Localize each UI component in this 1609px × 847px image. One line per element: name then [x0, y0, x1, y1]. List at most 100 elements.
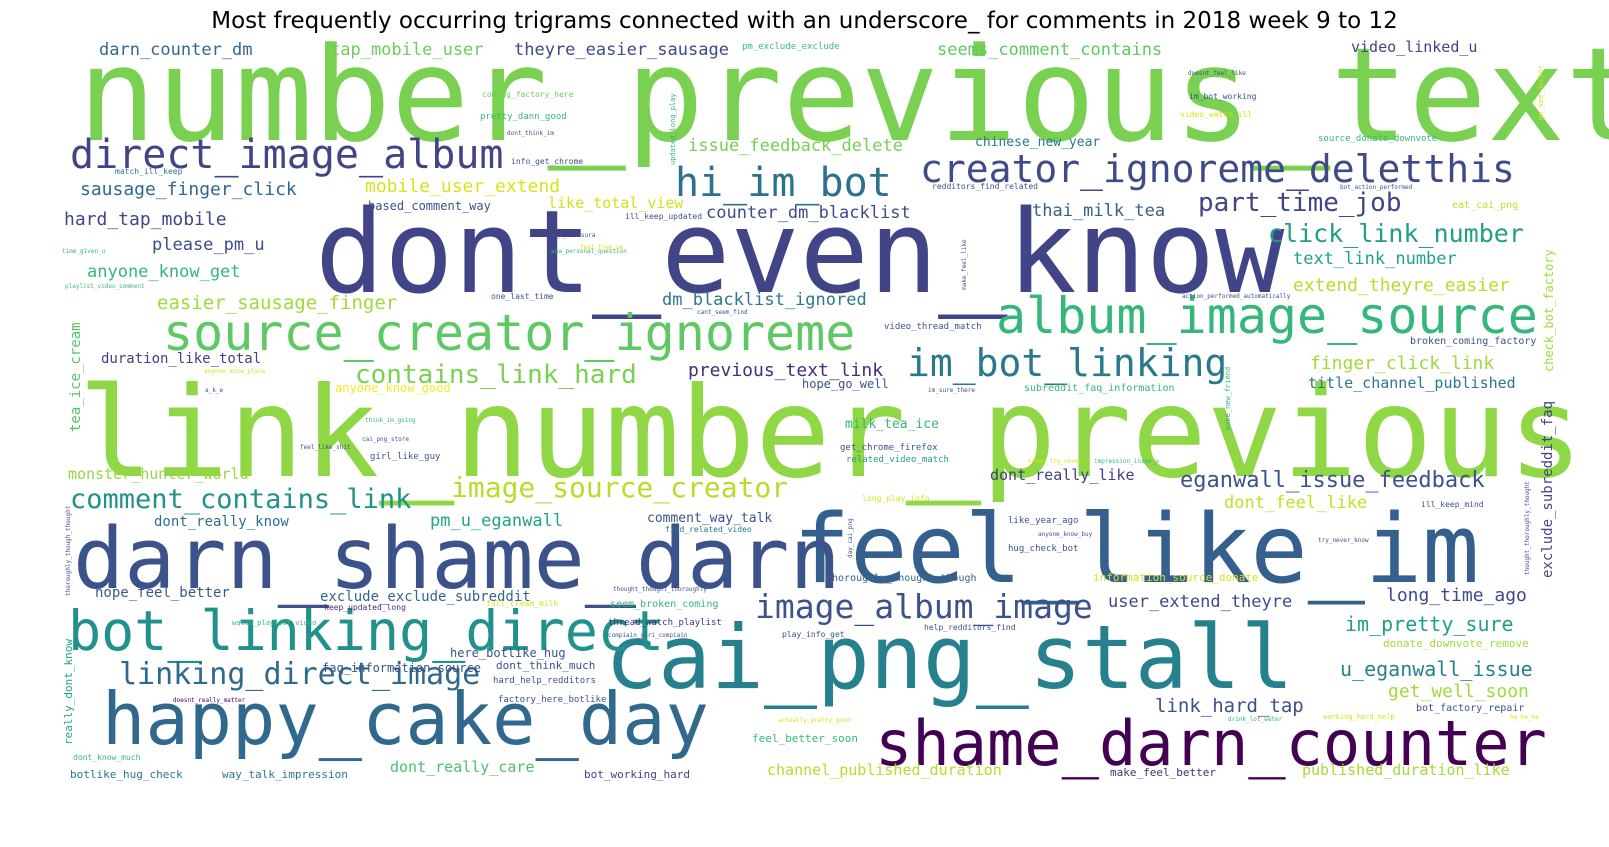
word-thai-milk-tea: thai_milk_tea — [1032, 201, 1165, 221]
word-hard-tap-mobile: hard_tap_mobile — [64, 209, 227, 230]
word-feel-better-soon: feel_better_soon — [752, 732, 858, 745]
word-link-number-previous: link_number_previous — [78, 361, 1583, 506]
word-duration-like-total: duration_like_total — [101, 351, 261, 367]
word-long-time-ago: long_time_ago — [1386, 585, 1527, 606]
word-thought-thought-thoroughly: thought_thought_thoroughly — [613, 586, 707, 593]
word-dont-feel-like: dont_feel_like — [1224, 493, 1367, 513]
word-he-he-he: he_he_he — [1510, 714, 1539, 721]
word-im-pretty-sure: im_pretty_sure — [1345, 612, 1514, 636]
word-direct-image-album: direct_image_album — [70, 132, 503, 178]
word-eat-cai-png: eat_cai_png — [1452, 200, 1518, 211]
word-way-talk-impression: way_talk_impression — [222, 768, 348, 781]
word-creator-ignoreme-deletthis: creator_ignoreme_deletthis — [920, 147, 1515, 192]
word-dont-know-much: dont_know_much — [73, 753, 141, 762]
word-actually-pretty-good: actually_pretty_good — [778, 717, 851, 724]
word-watch-playlist-video: watch_playlist_video — [232, 619, 316, 627]
word-exclude-subreddit-faq: exclude_subreddit_faq — [1540, 401, 1556, 578]
word-thoroughly-thought-though: thoroughly_thought_though — [826, 573, 977, 584]
word-exclude-exclude-subreddit: exclude_exclude_subreddit — [320, 589, 531, 605]
word-never-try-never: never_try_never — [1028, 458, 1083, 465]
word-linking-direct-image: linking_direct_image — [119, 657, 480, 692]
word-monster-hunter-world: monster_hunter_world — [68, 465, 249, 483]
word-happy-cake-day: happy_cake_day — [102, 677, 709, 761]
word-image-album-image: image_album_image — [755, 587, 1093, 627]
word-a-k-e: a_k_e — [205, 387, 223, 394]
word-theyre-easier-sausage: theyre_easier_sausage — [514, 40, 729, 60]
word-source-donate-downvote: source_donate_downvote — [1318, 134, 1437, 144]
word-dont-think-im: dont_think_im — [507, 130, 554, 137]
word-doesnt-feel-like: doesnt_feel_like — [1188, 70, 1246, 77]
word-click-link-number: click_link_number — [1268, 219, 1524, 248]
word-broken-coming-factory: broken_coming_factory — [1410, 336, 1536, 347]
word-im-bot-linking: im_bot_linking — [907, 341, 1227, 386]
word-tap-mobile-user: tap_mobile_user — [330, 40, 484, 60]
word-album-image-source: album_image_source — [996, 287, 1538, 345]
word-based-comment-way: based_comment_way — [368, 199, 491, 213]
word-factory-here-botlike: factory_here_botlike — [498, 695, 606, 705]
word-anyone-know-buy: anyone_know_buy — [1038, 531, 1093, 538]
word-ill-keep-updated: ill_keep_updated — [625, 212, 702, 221]
word-im-bot-working: im_bot_working — [1189, 92, 1257, 101]
word-here-botlike-hug: here_botlike_hug — [450, 646, 566, 660]
word-pm-exclude-exclude: pm_exclude_exclude — [742, 42, 840, 52]
word-feel-like-shit: feel_like_shit — [300, 444, 351, 451]
word-finger-click-link: finger_click_link — [1310, 353, 1494, 374]
word-hi-im-bot: hi_im_bot — [675, 160, 892, 206]
word-subreddit-faq-information: subreddit_faq_information — [1024, 383, 1175, 394]
word-try-never-know: try_never_know — [1318, 537, 1369, 544]
word-get-chrome-firefox: get_chrome_firefox — [840, 443, 938, 453]
word-like-total-view: like_total_view — [548, 194, 684, 212]
word-thought-thoroughly-thought: thought_thoroughly_thought — [1524, 481, 1531, 575]
word-get-well-soon: get_well_soon — [1388, 681, 1529, 702]
word-anyone-know-good: anyone_know_good — [335, 381, 451, 395]
word-published-duration-like: published_duration_like — [1302, 761, 1510, 779]
word-title-channel-published: title_channel_published — [1308, 374, 1516, 392]
word-sausage-finger-click: sausage_finger_click — [80, 179, 297, 200]
word-one-last-time: one_last_time — [491, 292, 554, 301]
word-source-creator-ignoreme: source_creator_ignoreme — [163, 304, 855, 362]
word-doesnt-really-matter: doesnt_really_matter — [173, 697, 246, 704]
word-check-bot-factory: check_bot_factory — [1542, 249, 1556, 372]
word-comment-contains-link: comment_contains_link — [70, 484, 411, 515]
word-number-previous-text: number_previous_text — [78, 19, 1609, 171]
word-video-thread-match: video_thread_match — [884, 322, 982, 332]
word-impression-inspo-u: impression_inspo_u — [1094, 458, 1159, 465]
word-dont-really-care: dont_really_care — [390, 758, 535, 776]
word-link-hard-tap: link_hard_tap — [1155, 695, 1304, 717]
word-text-link-number: text_link_number — [1293, 249, 1457, 269]
word-dont-really-like: dont_really_like — [990, 466, 1135, 484]
word-ill-keep-mind: ill_keep_mind — [1421, 500, 1484, 509]
word-cai-png-stall: cai_png_stall — [605, 606, 1294, 709]
word-really-dont-know: really_dont_know — [62, 639, 75, 745]
word-dont-even-know: dont_even_know — [315, 186, 1285, 320]
word-previous-text-link: previous_text_link — [688, 360, 883, 381]
word-user-extend-theyre: user_extend_theyre — [1108, 592, 1292, 612]
word-pm-u-eganwall: pm_u_eganwall — [430, 511, 563, 531]
word-bot-working-hard: bot_working_hard — [584, 768, 690, 781]
word-cant-seem-find: cant_seem_find — [697, 309, 748, 316]
word-related-video-match: related_video_match — [846, 455, 949, 465]
word-counter-dm-blacklist: counter_dm_blacklist — [706, 203, 911, 223]
word-make-new-friend: make_new_friend — [1224, 367, 1232, 430]
word-dont-think-much: dont_think_much — [496, 659, 595, 672]
word-contains-link-hard: contains_link_hard — [355, 360, 637, 390]
word-feel-like-im: feel_like_im — [793, 495, 1479, 605]
word-long-play-info: long_play_info — [862, 494, 930, 503]
word-tea-ice-cream: tea_ice_cream — [68, 322, 84, 432]
word-think-im-going: think_im_going — [365, 417, 416, 424]
word-u-u-solasura: u_u_solasura — [552, 232, 596, 239]
word-drink-lot-water: drink_lot_water — [1228, 716, 1283, 723]
word-bot-action-performed: bot_action_performed — [1340, 184, 1413, 191]
word-im-sure-there: im_sure_there — [928, 387, 975, 394]
word-action-performed-automatically: action_performed_automatically — [1182, 293, 1291, 300]
word-comment-way-talk: comment_way_talk — [647, 511, 772, 526]
word-u-eganwall-issue: u_eganwall_issue — [1340, 657, 1533, 681]
word-compiain-giri-compiain: compiain_giri_compiain — [608, 632, 688, 639]
word-coming-factory-here: coming_factory_here — [482, 90, 574, 99]
word-part-time-job: part_time_job — [1198, 188, 1402, 218]
word-donate-downvote-remove: donate_downvote_remove — [1383, 637, 1529, 650]
word-ama-personal-question: ama_personal_question — [551, 248, 627, 255]
word-find-related-video: find_related_video — [665, 525, 752, 534]
word-image-source-creator: image_source_creator — [451, 471, 788, 505]
